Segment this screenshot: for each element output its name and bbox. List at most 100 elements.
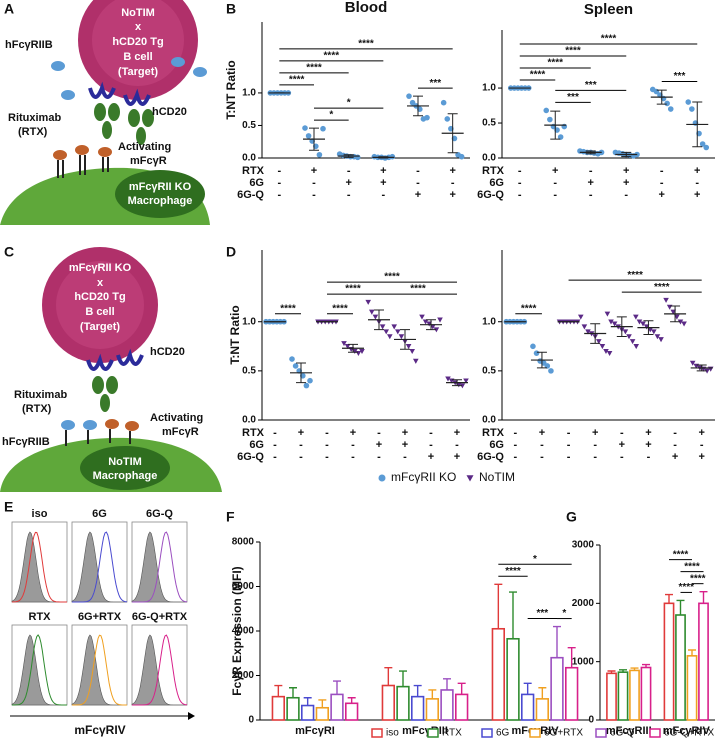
macrophage-label: Macrophage: [128, 195, 193, 207]
y-tick-label: 1.0: [242, 88, 256, 99]
macrophage-label: NoTIM: [108, 456, 142, 468]
error-bar: [428, 689, 437, 699]
bar: [381, 684, 396, 721]
condition-value: +: [350, 427, 356, 439]
sd-whisker: [374, 309, 384, 331]
y-axis-label: T:NT Ratio: [228, 305, 242, 364]
antibody-label: Rituximab: [8, 112, 61, 124]
legend-label: 6G-Q: [610, 728, 635, 739]
condition-value: -: [620, 451, 624, 463]
condition-value: -: [553, 189, 557, 201]
condition-value: -: [273, 451, 277, 463]
condition-value: -: [567, 427, 571, 439]
condition-value: -: [660, 177, 664, 189]
receptor-label: hFcγRIIB: [2, 436, 50, 448]
significance-label: ****: [358, 39, 374, 50]
antigen-label: hCD20: [152, 106, 187, 118]
y-tick-label: 2000: [572, 598, 595, 609]
hcd20: [88, 81, 151, 106]
condition-value: -: [416, 165, 420, 177]
point: [389, 153, 396, 160]
y-tick-label: 0.0: [242, 153, 256, 164]
condition-value: -: [325, 451, 329, 463]
point: [595, 339, 602, 345]
error-bar: [443, 678, 451, 690]
target-label: (Target): [118, 66, 158, 78]
activating-label: mFcγR: [130, 155, 167, 167]
condition-value: -: [513, 451, 517, 463]
diagram-a: NoTIM x hCD20 Tg B cell (Target) hFcγRII…: [0, 0, 210, 225]
condition-value: +: [623, 177, 629, 189]
bar: [535, 698, 550, 721]
y-tick-label: 0: [248, 715, 254, 726]
condition-value: -: [273, 427, 277, 439]
sd-whisker: [643, 320, 654, 336]
sd-whisker: [696, 364, 707, 372]
condition-value: +: [539, 427, 545, 439]
bar: [410, 695, 425, 721]
significance-label: *: [562, 608, 566, 619]
point: [622, 329, 629, 335]
condition-value: -: [403, 451, 407, 463]
bar: [286, 696, 300, 721]
sd-whisker: [400, 329, 410, 350]
error-bar: [333, 680, 341, 695]
target-label: NoTIM: [121, 7, 155, 19]
condition-value: -: [312, 177, 316, 189]
significance-label: ****: [345, 284, 361, 295]
legend-label: 6G-Q+RTX: [664, 728, 714, 739]
bar: [564, 666, 579, 721]
legend-label: RTX: [442, 728, 462, 739]
condition-value: +: [592, 427, 598, 439]
point: [344, 344, 351, 350]
y-tick-label: 8000: [232, 537, 255, 548]
sd-whisker: [296, 362, 306, 384]
activating-label: Activating: [150, 412, 203, 424]
error-bar: [567, 646, 576, 668]
condition-value: +: [380, 177, 386, 189]
panel-label: F: [226, 509, 235, 525]
point: [689, 360, 696, 366]
condition-value: +: [402, 439, 408, 451]
point: [289, 356, 295, 362]
sd-whisker: [348, 343, 358, 353]
condition-name: RTX: [242, 427, 265, 439]
y-tick-label: 1000: [572, 656, 595, 667]
point: [437, 317, 443, 323]
error-bar: [384, 667, 393, 686]
point: [608, 319, 614, 325]
bar: [520, 693, 535, 721]
panel-label: G: [566, 509, 577, 525]
condition-value: -: [377, 451, 381, 463]
y-tick-label: 1.0: [482, 83, 496, 94]
target-label: hCD20 Tg: [74, 291, 125, 303]
stain-histogram: [11, 531, 67, 603]
antibody-label: (RTX): [22, 403, 52, 415]
error-bar: [318, 699, 327, 708]
error-bar: [457, 682, 466, 695]
bar: [440, 689, 454, 721]
bar: [315, 706, 330, 721]
isotype-histogram: [11, 634, 67, 706]
point: [689, 106, 695, 112]
point: [604, 311, 611, 317]
macrophage-label: Macrophage: [93, 470, 158, 482]
point: [379, 324, 386, 330]
condition-value: -: [351, 451, 355, 463]
point: [292, 363, 299, 369]
point: [307, 377, 313, 384]
condition-value: -: [277, 189, 281, 201]
significance-label: ***: [674, 71, 686, 82]
y-tick-label: 6000: [232, 581, 255, 592]
error-bar: [289, 687, 297, 698]
macrophage-nucleus: [115, 170, 205, 218]
condition-name: 6G: [249, 439, 264, 451]
point: [703, 144, 710, 151]
target-label: x: [135, 21, 142, 33]
condition-value: -: [381, 189, 385, 201]
error-bar: [509, 591, 517, 639]
condition-value: +: [694, 165, 700, 177]
condition-value: +: [298, 427, 304, 439]
error-bar: [413, 684, 422, 697]
